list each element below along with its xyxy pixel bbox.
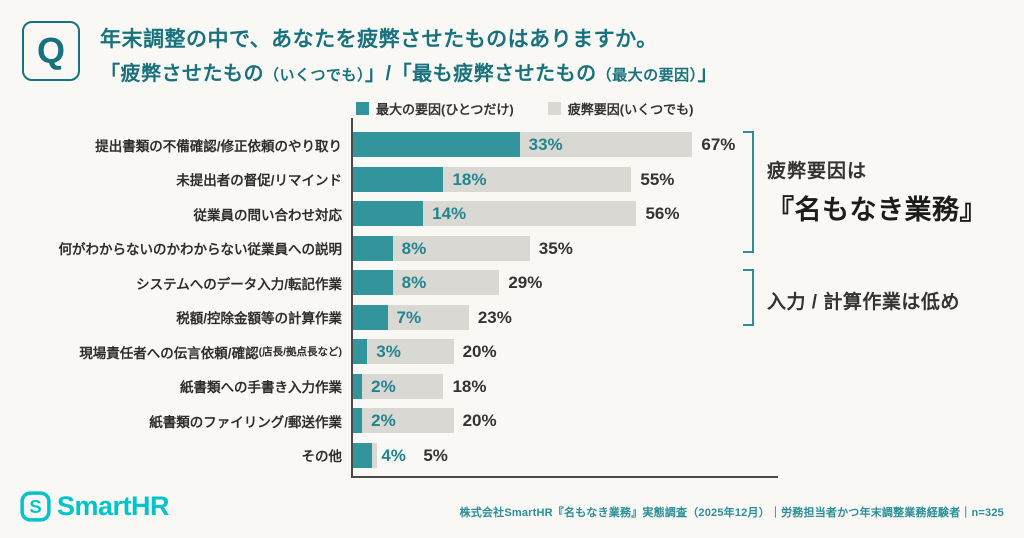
legend-swatch — [547, 102, 561, 115]
value-label-max: 4% — [381, 445, 406, 465]
legend-item-fatigue-factor: 疲弊要因(いくつでも) — [547, 99, 694, 118]
question-badge: Q — [22, 21, 80, 81]
smarthr-logo-icon: S — [20, 491, 51, 522]
title-line2-segment: 」 — [697, 63, 719, 85]
bar-max-factor — [352, 442, 373, 468]
bracket-unnamed-work — [743, 131, 754, 253]
value-label-all: 55% — [640, 169, 675, 189]
category-label-sub: (店長/拠点長など) — [258, 346, 342, 358]
bar-max-factor — [352, 201, 424, 226]
bar-fatigue-all — [352, 373, 444, 399]
y-axis-line — [351, 118, 353, 477]
bar-fatigue-all — [352, 408, 454, 433]
smarthr-wordmark: SmartHR — [57, 491, 170, 521]
chart-row: システムへのデータ入力/転記作業 8% 29% — [0, 270, 1024, 295]
category-label: システムへのデータ入力/転記作業 — [136, 276, 342, 292]
chart-row: 提出書類の不備確認/修正依頼のやり取り 33% 67% — [0, 132, 1024, 157]
category-label: 紙書類のファイリング/郵送作業 — [149, 414, 342, 430]
legend-item-max-factor: 最大の要因(ひとつだけ) — [356, 99, 514, 118]
value-label-max: 8% — [401, 238, 427, 258]
legend-label: 疲弊要因(いくつでも) — [567, 102, 694, 117]
category-label: 提出書類の不備確認/修正依頼のやり取り — [95, 138, 342, 154]
bar-max-factor — [352, 373, 363, 399]
chart-legend: 最大の要因(ひとつだけ) 疲弊要因(いくつでも) — [356, 99, 693, 118]
title-line2-segment: 」/「最も疲弊させたもの — [365, 63, 597, 85]
legend-swatch — [356, 102, 369, 115]
value-label-max: 3% — [376, 342, 401, 361]
chart-row: 紙書類のファイリング/郵送作業 2% 20% — [0, 408, 1024, 433]
value-label-all: 56% — [645, 204, 680, 223]
chart-row: 従業員の問い合わせ対応 14% 56% — [0, 201, 1024, 226]
value-label-max: 14% — [432, 204, 467, 223]
value-label-all: 29% — [508, 273, 543, 292]
title-line1: 年末調整の中で、あなたを疲弊させたものはありますか。 — [100, 28, 658, 51]
category-label: 紙書類への手書き入力作業 — [180, 380, 342, 395]
value-label-all: 67% — [701, 135, 736, 154]
category-label: 税額/控除金額等の計算作業 — [176, 311, 342, 326]
annotation-input-calc: 入力 / 計算作業は低め — [767, 292, 960, 313]
value-label-max: 33% — [528, 135, 563, 154]
bar-max-factor — [352, 339, 368, 364]
value-label-all: 23% — [477, 307, 512, 327]
bar-max-factor — [352, 304, 388, 330]
title-line2-segment: （最大の要因） — [596, 67, 698, 84]
annotation-unnamed-work-line1: 疲弊要因は — [767, 161, 868, 182]
category-label: その他 — [301, 449, 343, 464]
title-line2-segment: 「疲弊させたもの — [100, 63, 264, 85]
chart-row: その他 4% 5% — [0, 442, 1024, 468]
bar-max-factor — [352, 132, 520, 157]
q-letter: Q — [36, 30, 65, 71]
value-label-max: 2% — [371, 411, 396, 430]
value-label-max: 7% — [396, 307, 422, 327]
annotation-unnamed-work: 疲弊要因は 『名もなき業務』 — [767, 156, 987, 227]
value-label-max: 8% — [401, 273, 427, 292]
category-label: 何がわからないのかわからない従業員への説明 — [58, 242, 343, 257]
value-label-max: 2% — [371, 376, 396, 396]
value-label-all: 20% — [462, 342, 497, 361]
chart-row: 税額/控除金額等の計算作業 7% 23% — [0, 304, 1024, 330]
value-label-max: 18% — [452, 169, 487, 189]
category-label-main: 現場責任者への伝言依頼/確認 — [79, 345, 259, 361]
bar-max-factor — [352, 166, 444, 192]
bracket-input-calc — [743, 269, 754, 326]
value-label-all: 18% — [452, 376, 487, 396]
bar-max-factor — [352, 235, 393, 261]
category-label: 現場責任者への伝言依頼/確認 (店長/拠点長など) — [0, 339, 342, 364]
title-line2-segment: （いくつでも） — [264, 67, 366, 84]
bar-max-factor — [352, 408, 363, 433]
category-label: 未提出者の督促/リマインド — [176, 173, 342, 188]
x-axis-line — [351, 476, 778, 478]
source-note: 株式会社SmartHR『名もなき業務』実態調査（2025年12月）｜労務担当者か… — [459, 507, 1004, 519]
value-label-all: 5% — [423, 445, 448, 465]
survey-question-title: 年末調整の中で、あなたを疲弊させたものはありますか。 「疲弊させたもの（いくつで… — [100, 23, 718, 93]
chart-row: 現場責任者への伝言依頼/確認 (店長/拠点長など) 3% 20% — [0, 339, 1024, 364]
legend-label: 最大の要因(ひとつだけ) — [376, 102, 514, 117]
value-label-all: 20% — [462, 411, 497, 430]
bar-max-factor — [352, 270, 393, 295]
smarthr-logo: S SmartHR — [20, 491, 170, 522]
chart-row: 紙書類への手書き入力作業 2% 18% — [0, 373, 1024, 399]
category-label: 従業員の問い合わせ対応 — [193, 207, 343, 223]
svg-text:S: S — [29, 496, 41, 517]
bar-fatigue-all — [352, 339, 454, 364]
title-line2: 「疲弊させたもの（いくつでも）」/「最も疲弊させたもの（最大の要因）」 — [100, 57, 718, 93]
value-label-all: 35% — [538, 238, 573, 258]
chart-row: 何がわからないのかわからない従業員への説明 8% 35% — [0, 235, 1024, 261]
chart-row: 未提出者の督促/リマインド 18% 55% — [0, 166, 1024, 192]
annotation-unnamed-work-line2: 『名もなき業務』 — [767, 195, 987, 225]
